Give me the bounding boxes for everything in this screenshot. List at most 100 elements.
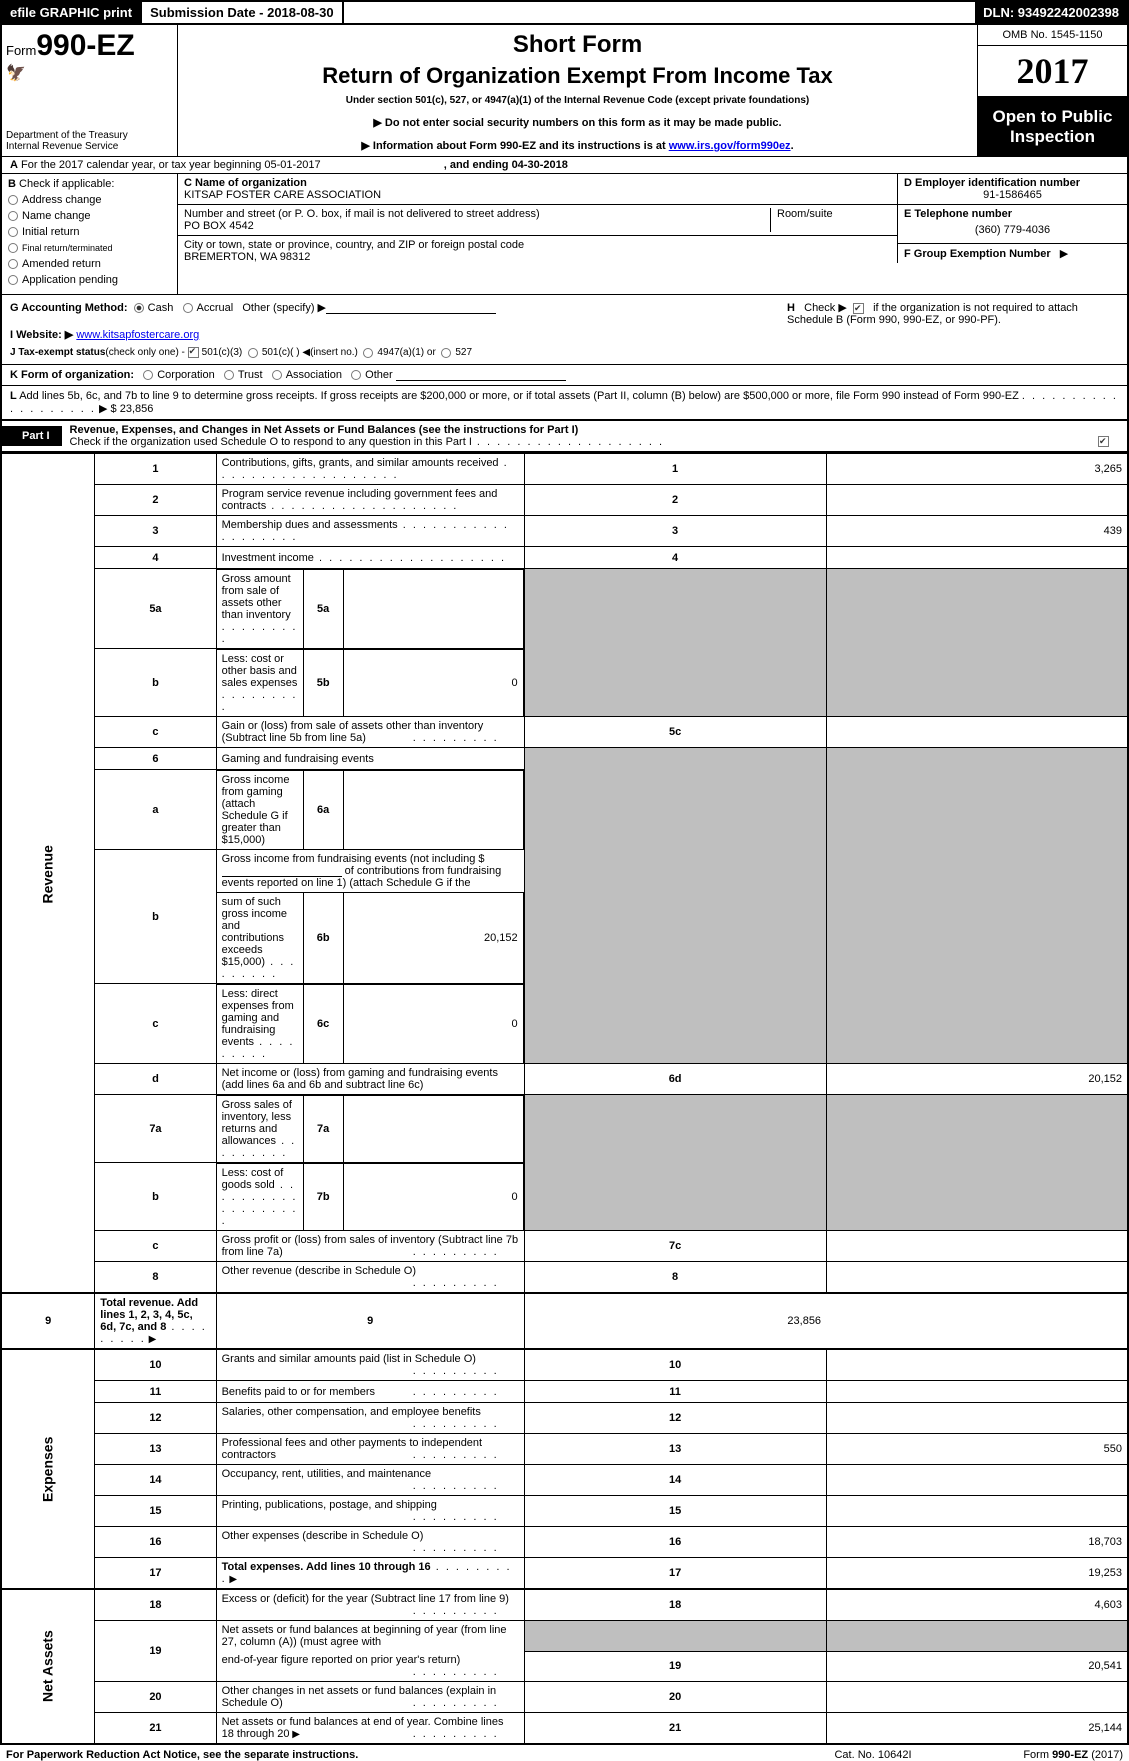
r8-num: 8 — [95, 1262, 216, 1294]
g-accrual-radio[interactable] — [183, 303, 193, 313]
row-20: 20 Other changes in net assets or fund b… — [1, 1682, 1128, 1713]
instruction-2-post: . — [791, 140, 794, 152]
k-other-blank[interactable] — [396, 369, 566, 381]
chk-name-change[interactable]: Name change — [8, 210, 171, 222]
r5b-num: b — [95, 649, 216, 717]
instructions-link[interactable]: www.irs.gov/form990ez — [669, 140, 791, 152]
irs-eagle-icon: 🦅 — [6, 65, 26, 82]
k-corp: Corporation — [157, 369, 214, 381]
k-other-radio[interactable] — [351, 370, 361, 380]
k-trust: Trust — [238, 369, 263, 381]
r19-text2: end-of-year figure reported on prior yea… — [216, 1651, 524, 1682]
r3-rn: 3 — [524, 516, 826, 547]
r6c-num: c — [95, 984, 216, 1064]
j-501c-radio[interactable] — [248, 348, 258, 358]
r6d-text-span: Net income or (loss) from gaming and fun… — [222, 1067, 498, 1091]
h-check[interactable] — [853, 303, 864, 314]
city-value: BREMERTON, WA 98312 — [184, 251, 310, 263]
r1-amt: 3,265 — [826, 454, 1128, 485]
r7a-mv — [343, 1096, 523, 1163]
r13-amt: 550 — [826, 1434, 1128, 1465]
r17-rn: 17 — [524, 1558, 826, 1590]
r18-text: Excess or (deficit) for the year (Subtra… — [216, 1589, 524, 1621]
j-527-radio[interactable] — [441, 348, 451, 358]
r21-rn: 21 — [524, 1713, 826, 1745]
check-col: B Check if applicable: Address change Na… — [2, 174, 178, 294]
row-3: 3 Membership dues and assessments 3 439 — [1, 516, 1128, 547]
r6a-m: 6a — [303, 771, 343, 850]
k-trust-radio[interactable] — [224, 370, 234, 380]
row-9: 9 Total revenue. Add lines 1, 2, 3, 4, 5… — [1, 1293, 1128, 1349]
j-501c3-check[interactable] — [188, 347, 199, 358]
k-corp-radio[interactable] — [143, 370, 153, 380]
chk-initial-return[interactable]: Initial return — [8, 226, 171, 238]
r6b-m: 6b — [303, 893, 343, 984]
open-to-public: Open to Public Inspection — [978, 97, 1127, 156]
r13-rn: 13 — [524, 1434, 826, 1465]
vlabel-expenses: Expenses — [1, 1349, 95, 1589]
r10-rn: 10 — [524, 1349, 826, 1381]
r7a-m: 7a — [303, 1096, 343, 1163]
r7a-num: 7a — [95, 1095, 216, 1163]
r11-rn: 11 — [524, 1381, 826, 1403]
r4-rn: 4 — [524, 547, 826, 569]
row-7c: c Gross profit or (loss) from sales of i… — [1, 1231, 1128, 1262]
part1-check[interactable] — [1098, 436, 1109, 447]
row-5a: 5a Gross amount from sale of assets othe… — [1, 569, 1128, 649]
r7b-mv: 0 — [343, 1164, 523, 1231]
g-cash-radio[interactable] — [134, 303, 144, 313]
r6b-blank[interactable] — [222, 865, 342, 877]
chk-address-change[interactable]: Address change — [8, 194, 171, 206]
r7a-cell: Gross sales of inventory, less returns a… — [216, 1095, 524, 1163]
ein-value: 91-1586465 — [904, 189, 1121, 201]
row-14: 14 Occupancy, rent, utilities, and maint… — [1, 1465, 1128, 1496]
l-text: Add lines 5b, 6c, and 7b to line 9 to de… — [19, 390, 1019, 402]
part1-tag: Part I — [2, 426, 62, 446]
b-title: Check if applicable: — [19, 178, 114, 190]
instruction-2: ▶ Information about Form 990-EZ and its … — [186, 139, 969, 152]
row-16: 16 Other expenses (describe in Schedule … — [1, 1527, 1128, 1558]
r19-shade-amt — [826, 1621, 1128, 1652]
d-label: D Employer identification number — [904, 177, 1080, 189]
r6-shade-amt — [826, 748, 1128, 1064]
row-18: Net Assets 18 Excess or (deficit) for th… — [1, 1589, 1128, 1621]
r21-text: Net assets or fund balances at end of ye… — [216, 1713, 524, 1745]
j-4947: 4947(a)(1) or — [377, 347, 435, 358]
j-4947-radio[interactable] — [363, 348, 373, 358]
r6a-text: Gross income from gaming (attach Schedul… — [222, 774, 290, 846]
chk-amended[interactable]: Amended return — [8, 258, 171, 270]
website-link[interactable]: www.kitsapfostercare.org — [76, 329, 199, 341]
chk-application-pending[interactable]: Application pending — [8, 274, 171, 286]
r12-rn: 12 — [524, 1403, 826, 1434]
g-other-blank[interactable] — [326, 302, 496, 314]
chk-final-return[interactable]: Final return/terminated — [8, 242, 171, 254]
j-501c: 501(c)( ) ◀(insert no.) — [262, 347, 358, 358]
r9-num: 9 — [1, 1293, 95, 1349]
r5c-amt — [826, 717, 1128, 748]
r20-text: Other changes in net assets or fund bala… — [216, 1682, 524, 1713]
r14-rn: 14 — [524, 1465, 826, 1496]
r5ab-shade-amt — [826, 569, 1128, 717]
department: Department of the Treasury Internal Reve… — [6, 130, 173, 152]
r14-num: 14 — [95, 1465, 216, 1496]
i-website: I Website: ▶ www.kitsapfostercare.org — [10, 328, 779, 341]
r12-text-span: Salaries, other compensation, and employ… — [222, 1406, 481, 1418]
line-a: A For the 2017 calendar year, or tax yea… — [0, 156, 1129, 173]
r1-num: 1 — [95, 454, 216, 485]
r2-rn: 2 — [524, 485, 826, 516]
row-6d: d Net income or (loss) from gaming and f… — [1, 1064, 1128, 1095]
h-text1: Check ▶ — [804, 302, 847, 314]
entity-block: B Check if applicable: Address change Na… — [0, 173, 1129, 294]
addr-value: PO BOX 4542 — [184, 220, 254, 232]
r9-text: Total revenue. Add lines 1, 2, 3, 4, 5c,… — [95, 1293, 216, 1349]
r18-rn: 18 — [524, 1589, 826, 1621]
r6-shade-rn — [524, 748, 826, 1064]
f-label: F Group Exemption Number — [904, 248, 1051, 260]
k-assoc-radio[interactable] — [272, 370, 282, 380]
r9-rn: 9 — [216, 1293, 524, 1349]
r7b-cell: Less: cost of goods sold 7b 0 — [216, 1163, 524, 1231]
r10-amt — [826, 1349, 1128, 1381]
efile-badge: efile GRAPHIC print — [2, 2, 140, 23]
j-row: J Tax-exempt status(check only one) - 50… — [10, 347, 779, 358]
r5a-cell: Gross amount from sale of assets other t… — [216, 569, 524, 649]
